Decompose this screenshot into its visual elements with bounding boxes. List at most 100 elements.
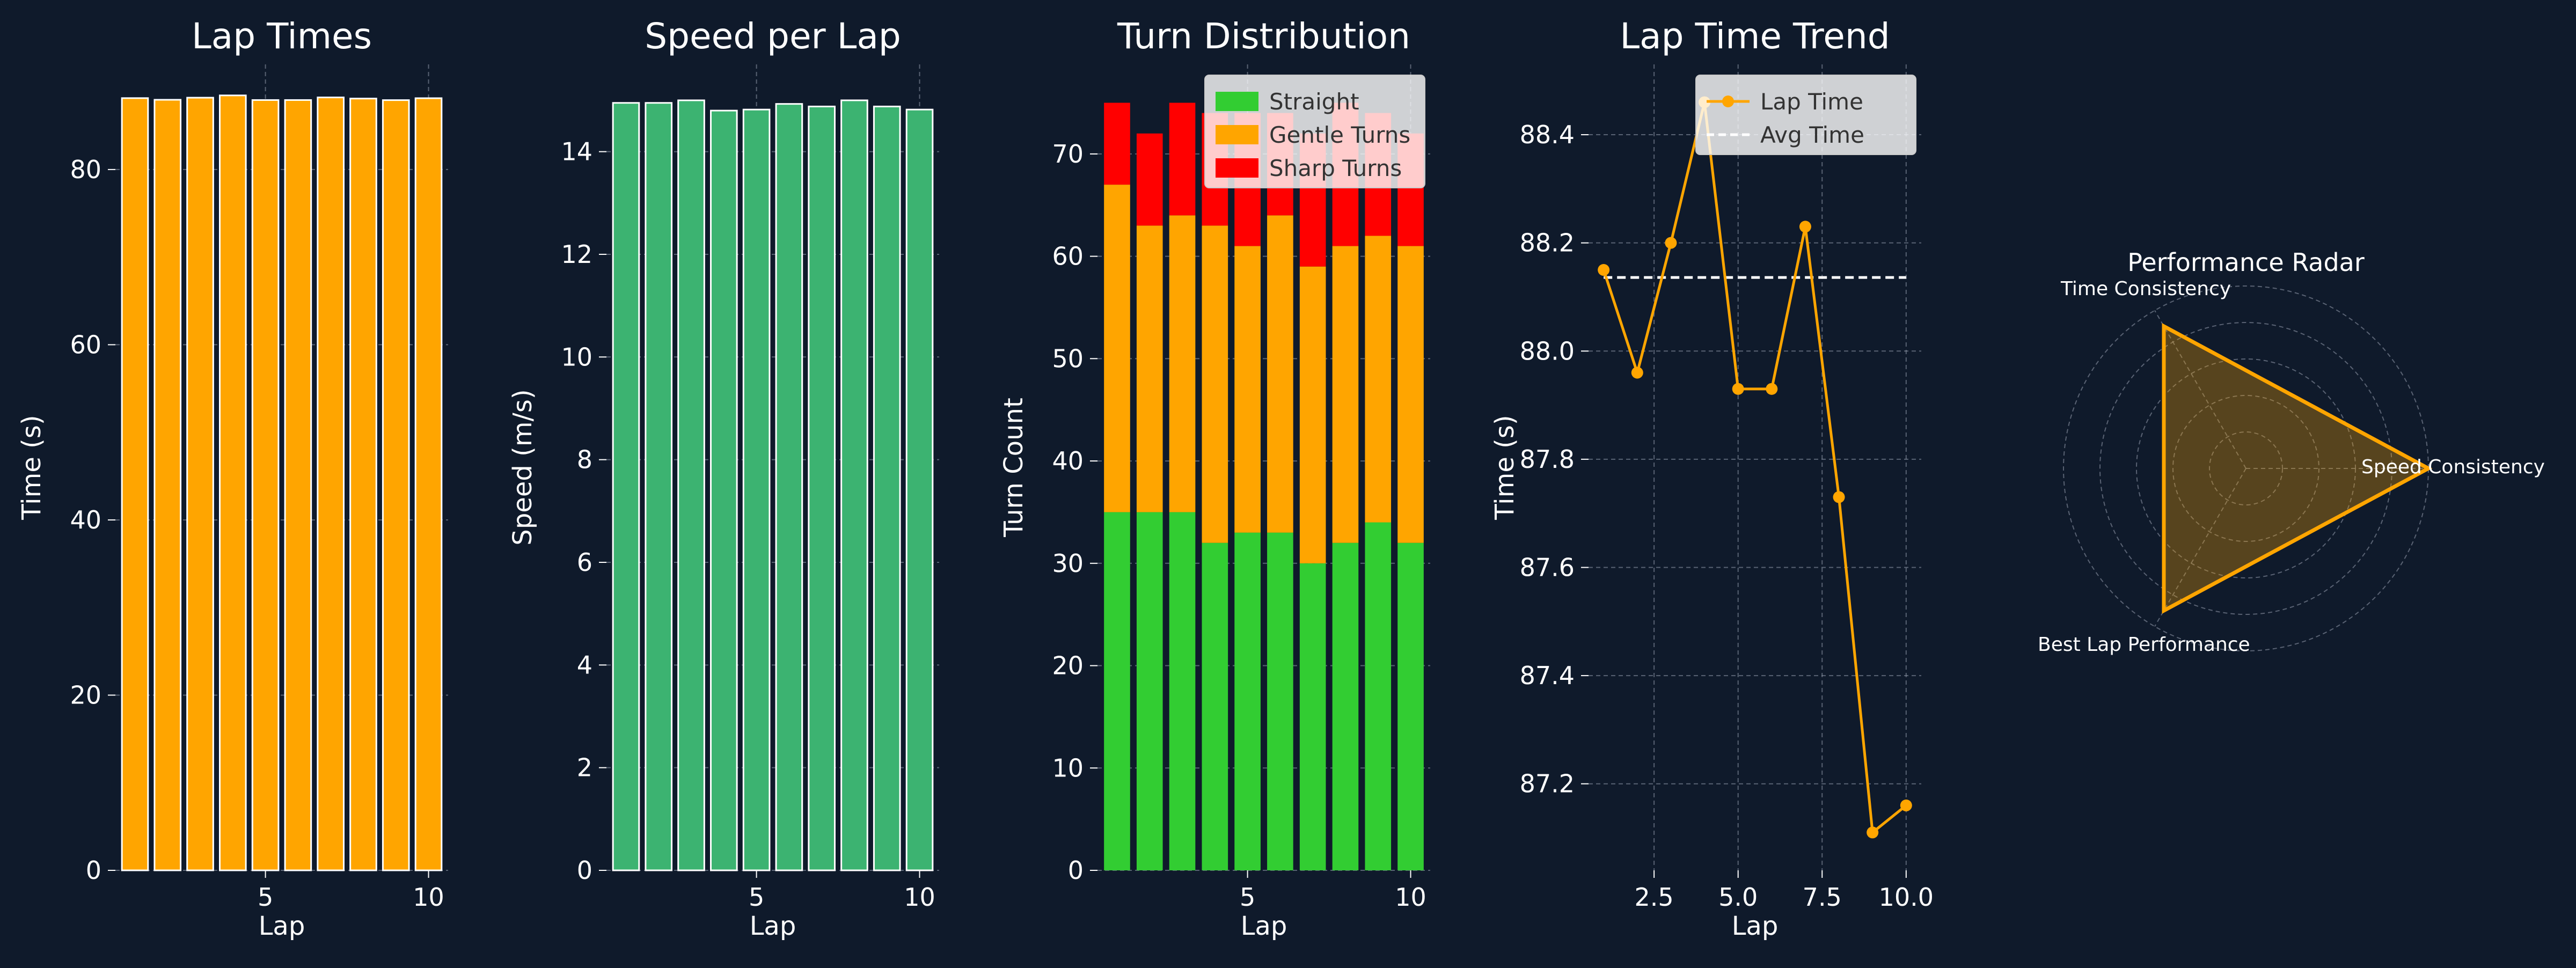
y-tick-label: 70 (1052, 140, 1084, 168)
legend-swatch (1216, 158, 1258, 178)
bar-segment-gentle-turns-lap-8 (1332, 246, 1359, 543)
legend-label: Straight (1269, 89, 1359, 115)
legend-box (1204, 75, 1425, 188)
y-axis-label: Turn Count (999, 398, 1029, 538)
chart-title: Lap Times (192, 16, 372, 57)
legend-label: Avg Time (1760, 122, 1864, 148)
lap-time-point-1 (1598, 264, 1610, 276)
bar-segment-straight-lap-8 (1332, 542, 1359, 870)
bar-segment-straight-lap-7 (1299, 563, 1326, 870)
bar-segment-gentle-turns-lap-9 (1365, 236, 1392, 523)
bar-lap-3 (677, 99, 705, 871)
legend-label: Lap Time (1760, 89, 1863, 115)
legend-label: Gentle Turns (1269, 122, 1410, 148)
y-tick-label: 20 (1052, 651, 1084, 680)
y-tick-label: 20 (70, 680, 101, 709)
x-tick-label: 2.5 (1635, 883, 1674, 912)
y-tick-label: 87.4 (1520, 661, 1575, 690)
bar-segment-straight-lap-6 (1267, 532, 1293, 870)
bar-lap-2 (153, 99, 182, 871)
bar-segment-gentle-turns-lap-1 (1104, 185, 1130, 512)
radar-axis-label-best-lap-performance: Best Lap Performance (2038, 634, 2250, 656)
performance-radar-chart: Performance Radar Speed Consistency Time C… (2038, 248, 2545, 656)
bar-segment-gentle-turns-lap-4 (1202, 225, 1228, 543)
chart-title: Speed per Lap (645, 16, 901, 57)
bar-segment-gentle-turns-lap-10 (1397, 246, 1424, 543)
y-tick-label: 88.2 (1520, 229, 1575, 258)
bar-lap-2 (645, 102, 673, 871)
radar-grid-ring (2209, 431, 2283, 505)
radar-spoke (2154, 310, 2246, 469)
bar-segment-sharp-turns-lap-2 (1136, 133, 1163, 226)
lap-time-point-3 (1665, 237, 1677, 249)
lap-time-point-5 (1732, 383, 1744, 395)
y-tick-label: 87.8 (1520, 445, 1575, 474)
y-tick-label: 6 (577, 548, 592, 577)
x-tick-label: 10 (904, 883, 935, 912)
chart-title: Lap Time Trend (1620, 16, 1890, 57)
bar-lap-9 (382, 99, 410, 871)
x-tick-label: 5 (1240, 883, 1255, 912)
turn-distribution-chart: 0 10 20 30 40 50 60 70 5 10 Turn Distribution Lap Tu… (999, 16, 1430, 941)
y-tick-label: 50 (1052, 344, 1084, 373)
bar-lap-9 (873, 105, 901, 871)
y-axis-label: Time (s) (1490, 415, 1520, 520)
legend-swatch (1216, 92, 1258, 111)
x-tick-label: 5 (749, 883, 764, 912)
bar-lap-3 (186, 97, 214, 871)
bar-segment-sharp-turns-lap-1 (1104, 102, 1130, 185)
y-tick-label: 60 (1052, 242, 1084, 271)
bar-segment-gentle-turns-lap-2 (1136, 225, 1163, 512)
x-tick-label: 7.5 (1803, 883, 1842, 912)
lap-time-point-2 (1631, 366, 1643, 379)
bar-lap-1 (121, 97, 149, 871)
y-axis-label: Time (s) (17, 415, 47, 520)
x-tick-label: 10 (1395, 883, 1426, 912)
bar-segment-straight-lap-9 (1365, 522, 1392, 870)
bar-segment-gentle-turns-lap-5 (1234, 246, 1261, 533)
legend-label: Sharp Turns (1269, 155, 1402, 181)
lap-time-point-10 (1900, 800, 1912, 812)
y-tick-label: 0 (1068, 856, 1084, 885)
radar-axis-label-speed-consistency: Speed Consistency (2361, 456, 2545, 478)
lap-time-trend-chart: 87.2 87.4 87.6 87.8 88.0 88.2 88.4 2.5 5.0 7.5 10.… (1490, 16, 1934, 941)
x-axis-label: Lap (1732, 911, 1779, 941)
bar-segment-straight-lap-4 (1202, 542, 1228, 870)
bar-lap-4 (219, 94, 247, 871)
lap-time-point-6 (1766, 383, 1778, 395)
y-tick-label: 80 (70, 155, 101, 184)
bar-lap-8 (349, 98, 377, 871)
y-tick-label: 10 (561, 342, 592, 371)
bar-segment-straight-lap-2 (1136, 512, 1163, 870)
bar-segment-straight-lap-3 (1169, 512, 1196, 870)
y-tick-label: 87.6 (1520, 553, 1575, 582)
x-tick-label: 5 (258, 883, 273, 912)
x-axis-label: Lap (259, 911, 305, 941)
y-tick-label: 60 (70, 330, 101, 359)
radar-grid-ring (2172, 395, 2319, 542)
bar-lap-4 (710, 109, 738, 871)
legend-swatch (1216, 125, 1258, 144)
y-tick-label: 8 (577, 445, 592, 474)
bar-lap-6 (775, 103, 803, 871)
lap-times-chart: 0 20 40 60 80 5 10 Lap Times Lap Time (s) (17, 16, 448, 941)
x-tick-label: 10.0 (1879, 883, 1934, 912)
bar-lap-5 (742, 108, 771, 871)
y-tick-label: 87.2 (1520, 769, 1575, 798)
bar-lap-8 (840, 99, 868, 871)
y-tick-label: 14 (561, 137, 592, 166)
lap-time-point-7 (1799, 221, 1811, 233)
bar-segment-straight-lap-10 (1397, 542, 1424, 870)
x-axis-label: Lap (750, 911, 796, 941)
y-tick-label: 4 (577, 650, 592, 679)
y-tick-label: 10 (1052, 753, 1084, 782)
bar-lap-7 (808, 105, 836, 871)
y-axis-label: Speed (m/s) (508, 389, 538, 545)
bar-lap-10 (905, 108, 934, 871)
y-tick-label: 12 (561, 240, 592, 269)
bar-segment-gentle-turns-lap-6 (1267, 215, 1293, 533)
bar-lap-10 (414, 97, 443, 871)
radar-spoke (2154, 468, 2246, 627)
